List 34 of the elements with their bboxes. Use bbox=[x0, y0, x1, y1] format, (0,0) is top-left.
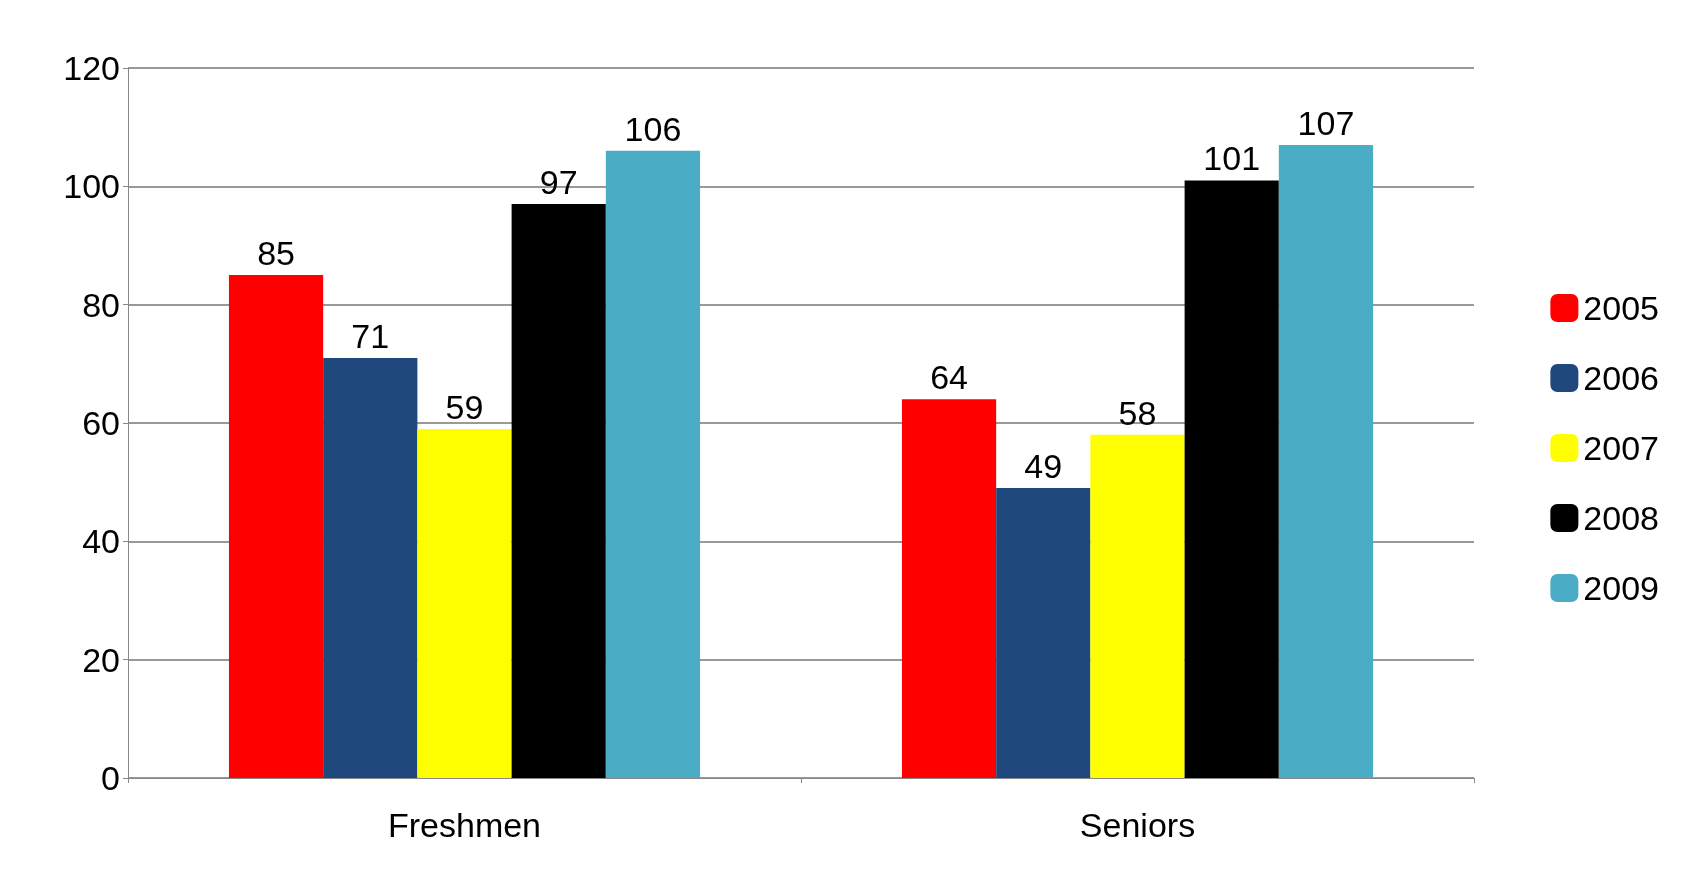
data-label: 97 bbox=[539, 163, 578, 202]
data-label: 85 bbox=[257, 234, 295, 273]
bar bbox=[901, 399, 997, 778]
x-tick-label: Freshmen bbox=[387, 806, 542, 844]
y-tick-label: 0 bbox=[101, 759, 120, 797]
y-tick-label: 20 bbox=[82, 640, 120, 679]
y-tick-label: 100 bbox=[63, 167, 120, 206]
data-label: 64 bbox=[930, 358, 968, 397]
legend-label: 2007 bbox=[1583, 429, 1659, 467]
y-tick-label: 40 bbox=[82, 522, 120, 561]
data-label: 59 bbox=[445, 387, 484, 426]
data-label: 101 bbox=[1203, 139, 1261, 178]
data-label: 107 bbox=[1297, 103, 1355, 142]
data-label: 71 bbox=[351, 316, 390, 355]
bar bbox=[323, 357, 418, 778]
y-tick-label: 60 bbox=[82, 404, 120, 442]
data-label: 106 bbox=[624, 109, 682, 148]
bar bbox=[1184, 180, 1279, 778]
bar bbox=[1278, 144, 1374, 778]
data-label: 58 bbox=[1118, 393, 1157, 432]
bar bbox=[228, 275, 324, 778]
y-tick-label: 80 bbox=[82, 285, 120, 324]
y-tick-label: 120 bbox=[63, 49, 120, 87]
legend-label: 2008 bbox=[1583, 499, 1659, 537]
bar bbox=[511, 204, 606, 778]
legend-label: 2005 bbox=[1583, 289, 1659, 327]
legend-label: 2006 bbox=[1583, 359, 1659, 397]
data-label: 49 bbox=[1024, 447, 1063, 486]
bar bbox=[605, 150, 701, 778]
bar bbox=[1090, 434, 1185, 778]
legend-label: 2009 bbox=[1583, 569, 1659, 607]
bar bbox=[996, 488, 1091, 778]
x-tick-label: Seniors bbox=[1079, 806, 1196, 844]
bar bbox=[417, 428, 512, 778]
